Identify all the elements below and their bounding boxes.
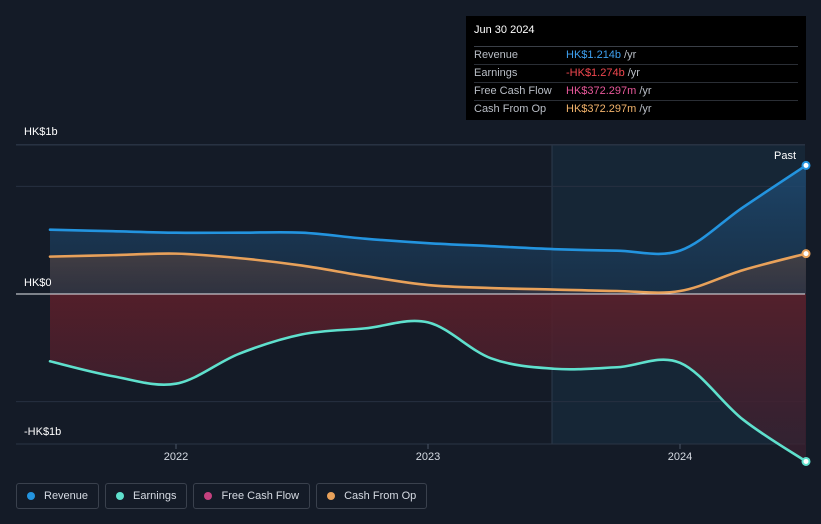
tooltip-value: HK$1.214b [566,49,622,61]
tooltip-row-free-cash-flow: Free Cash Flow HK$372.297m /yr [474,83,798,101]
line-cash-from-op [48,252,808,294]
grid [16,144,805,449]
x-tick-label-2024: 2024 [667,451,693,463]
tooltip-label: Free Cash Flow [474,85,552,97]
legend-dot-icon [27,492,35,500]
legend-item-cash-from-op[interactable]: Cash From Op [316,483,428,509]
legend-dot-icon [116,492,125,500]
legend-item-free-cash-flow[interactable]: Free Cash Flow [193,483,311,509]
tooltip-value: HK$372.297m [566,85,637,97]
legend: Revenue Earnings Free Cash Flow Cash Fro… [16,483,428,509]
tooltip-unit: /yr [639,85,652,97]
line-revenue [48,164,808,256]
endpoint-revenue [801,160,811,170]
tooltip-value: HK$372.297m [566,103,637,115]
tooltip-value: -HK$1.274b [566,67,625,79]
area-earnings [50,294,806,462]
legend-label: Cash From Op [344,490,417,502]
past-label: Past [774,150,797,162]
tooltip-row-cash-from-op: Cash From Op HK$372.297m /yr [474,101,798,118]
tooltip-label: Cash From Op [474,103,547,115]
endpoint-cash-from-op [801,249,811,259]
endpoint-earnings [801,456,811,466]
legend-label: Earnings [133,490,177,502]
tooltip-unit: /yr [627,67,640,79]
legend-dot-icon [327,492,336,500]
tooltip-unit: /yr [624,49,637,61]
legend-label: Revenue [44,490,89,502]
legend-label: Free Cash Flow [221,490,300,502]
tooltip-date: Jun 30 2024 [474,22,798,47]
y-tick-label-zero: HK$0 [24,277,52,289]
y-tick-label-top: HK$1b [24,126,58,138]
tooltip-unit: /yr [639,103,652,115]
series-areas [50,165,806,462]
data-tooltip: Jun 30 2024 Revenue HK$1.214b /yr Earnin… [466,16,806,120]
series-end-markers [801,160,811,466]
series-lines [48,164,808,463]
legend-item-earnings[interactable]: Earnings [105,483,188,509]
tooltip-label: Revenue [474,49,519,61]
legend-item-revenue[interactable]: Revenue [16,483,100,509]
y-tick-label-bottom: -HK$1b [24,426,62,438]
tooltip-row-revenue: Revenue HK$1.214b /yr [474,47,798,65]
line-earnings [48,319,808,463]
x-tick-label-2023: 2023 [415,451,441,463]
legend-dot-icon [204,492,213,500]
tooltip-row-earnings: Earnings -HK$1.274b /yr [474,65,798,83]
tooltip-label: Earnings [474,67,518,79]
x-tick-label-2022: 2022 [163,451,189,463]
area-free-cash-flow [50,253,806,294]
